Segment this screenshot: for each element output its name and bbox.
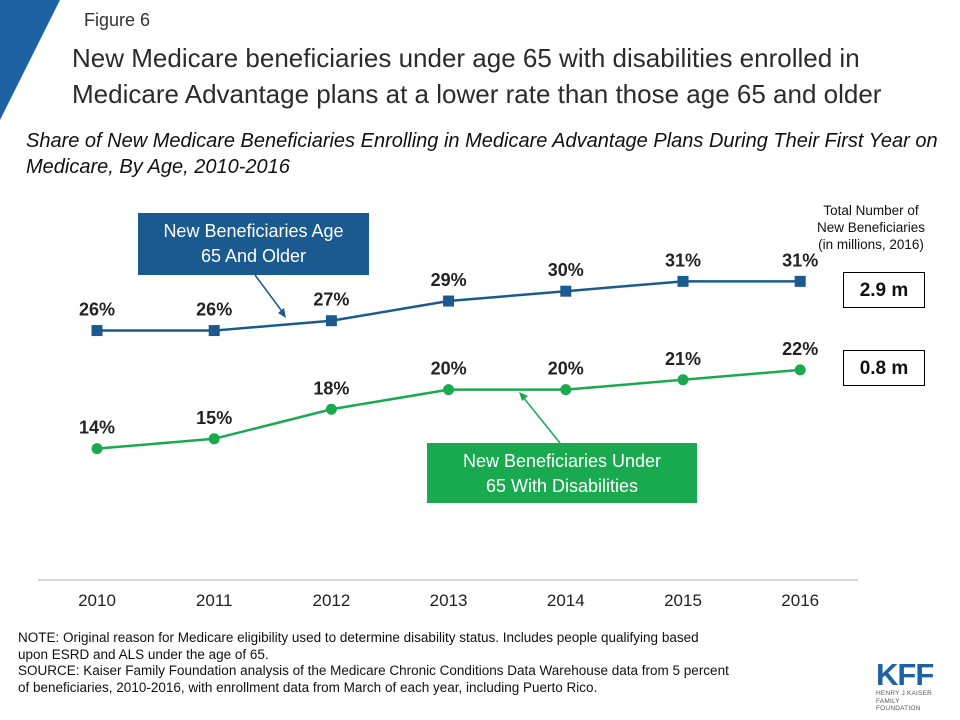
page-title: New Medicare beneficiaries under age 65 … bbox=[72, 43, 882, 109]
data-label-s1-2016: 22% bbox=[782, 339, 818, 359]
legend-callout-65-and-older-line2: 65 And Older bbox=[200, 246, 307, 266]
source-line-2: of beneficiaries, 2010-2016, with enroll… bbox=[18, 679, 598, 695]
data-label-s1-2014: 20% bbox=[548, 359, 584, 379]
data-label-s1-2015: 21% bbox=[665, 349, 701, 369]
data-point-s0-2015 bbox=[677, 275, 689, 287]
legend-callout-under-65: New Beneficiaries Under 65 With Disabili… bbox=[427, 443, 697, 503]
data-label-s0-2013: 29% bbox=[431, 270, 467, 290]
footnotes: NOTE: Original reason for Medicare eligi… bbox=[18, 630, 868, 696]
data-label-s0-2012: 27% bbox=[313, 290, 349, 310]
note-line-2: upon ESRD and ALS under the age of 65. bbox=[18, 646, 269, 662]
kff-logo-sub2: FAMILY FOUNDATION bbox=[876, 697, 921, 713]
x-tick-label-2010: 2010 bbox=[78, 591, 116, 610]
data-point-s0-2014 bbox=[560, 285, 572, 297]
data-label-s0-2016: 31% bbox=[782, 250, 818, 270]
data-label-s1-2013: 20% bbox=[431, 359, 467, 379]
x-tick-label-2013: 2013 bbox=[430, 591, 468, 610]
callout-arrowhead-blue bbox=[278, 308, 286, 318]
data-point-s1-2010 bbox=[91, 443, 103, 455]
data-label-s0-2015: 31% bbox=[665, 250, 701, 270]
data-label-s1-2010: 14% bbox=[79, 418, 115, 438]
data-point-s1-2014 bbox=[560, 384, 572, 396]
data-point-s0-2013 bbox=[443, 295, 455, 307]
total-header-line2: New Beneficiaries bbox=[816, 220, 926, 235]
source-line-1: SOURCE: Kaiser Family Foundation analysi… bbox=[18, 663, 729, 678]
line-chart: 26% 26% 27% 29% 30% 31% 31% 14% 15% 18% 20% 20% 21% 2… bbox=[38, 250, 858, 610]
x-tick-label-2016: 2016 bbox=[781, 591, 819, 610]
note-line-1: NOTE: Original reason for Medicare eligi… bbox=[18, 630, 699, 645]
data-point-s1-2012 bbox=[325, 403, 337, 415]
legend-callout-under-65-line1: New Beneficiaries Under bbox=[462, 451, 662, 471]
total-box-under-65: 0.8 m bbox=[843, 350, 925, 386]
total-header: Total Number of New Beneficiaries (in mi… bbox=[790, 202, 952, 253]
callout-arrowhead-green bbox=[519, 392, 528, 401]
callout-arrow-blue bbox=[254, 274, 285, 315]
total-header-line1: Total Number of bbox=[823, 203, 919, 218]
figure-label: Figure 6 bbox=[84, 10, 151, 30]
data-label-s0-2010: 26% bbox=[79, 300, 115, 320]
data-point-s0-2012 bbox=[325, 315, 337, 327]
total-box-65-and-older: 2.9 m bbox=[843, 272, 925, 308]
data-label-s1-2011: 15% bbox=[196, 408, 232, 428]
data-label-s0-2014: 30% bbox=[548, 260, 584, 280]
data-point-s1-2015 bbox=[677, 374, 689, 386]
data-point-s0-2011 bbox=[208, 325, 220, 337]
x-tick-label-2014: 2014 bbox=[547, 591, 585, 610]
legend-callout-under-65-line2: 65 With Disabilities bbox=[485, 476, 639, 496]
x-tick-label-2012: 2012 bbox=[312, 591, 350, 610]
kff-logo-sub1: HENRY J KAISER bbox=[876, 690, 933, 697]
data-point-s1-2016 bbox=[794, 364, 806, 376]
corner-accent bbox=[0, 0, 60, 120]
kff-logo: KFF HENRY J KAISER FAMILY FOUNDATION bbox=[876, 657, 946, 713]
total-header-line3: (in millions, 2016) bbox=[818, 237, 924, 252]
chart-subtitle: Share of New Medicare Beneficiaries Enro… bbox=[26, 130, 938, 178]
data-point-s1-2013 bbox=[443, 384, 455, 396]
callout-arrow-green bbox=[522, 396, 561, 444]
data-label-s0-2011: 26% bbox=[196, 300, 232, 320]
data-point-s1-2011 bbox=[208, 433, 220, 445]
data-label-s1-2012: 18% bbox=[313, 378, 349, 398]
data-point-s0-2016 bbox=[794, 275, 806, 287]
kff-logo-mark: KFF bbox=[876, 657, 934, 692]
legend-callout-65-and-older-line1: New Beneficiaries Age bbox=[163, 221, 344, 241]
legend-callout-65-and-older: New Beneficiaries Age 65 And Older bbox=[138, 213, 369, 275]
x-tick-label-2015: 2015 bbox=[664, 591, 702, 610]
x-tick-label-2011: 2011 bbox=[196, 591, 233, 610]
data-point-s0-2010 bbox=[91, 325, 103, 337]
